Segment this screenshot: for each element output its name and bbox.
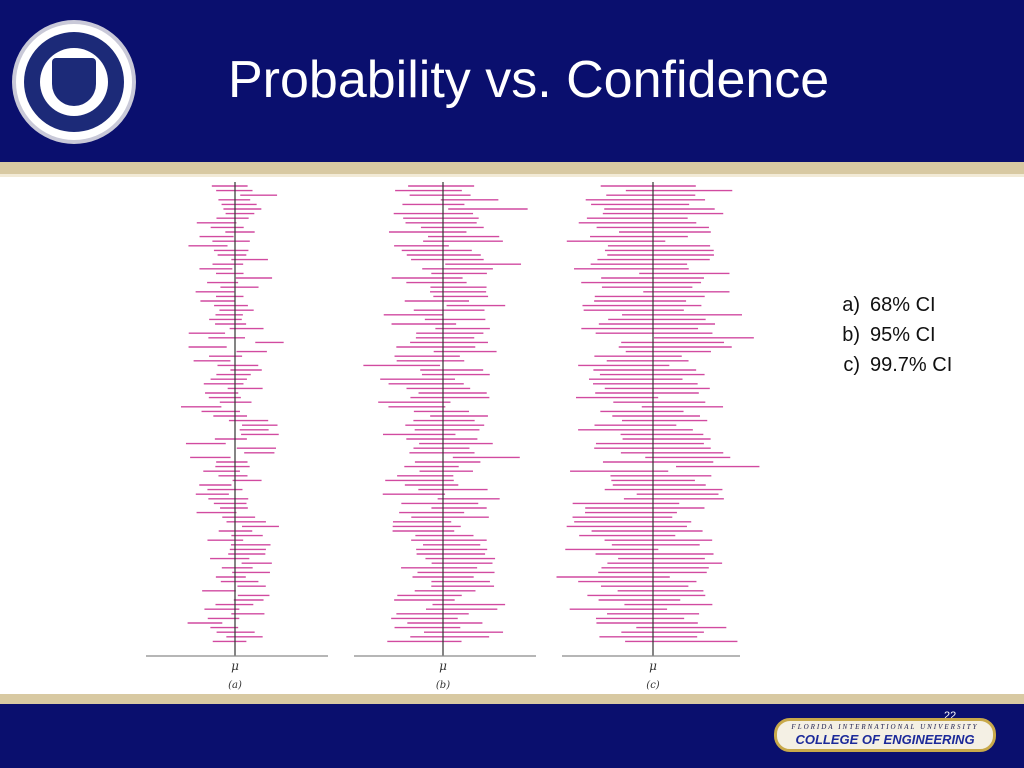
ci-legend: a) 68% CI b) 95% CI c) 99.7% CI — [820, 290, 952, 380]
panel-label: (c) — [646, 680, 660, 691]
legend-letter: c) — [843, 354, 860, 376]
panel-label: (a) — [228, 680, 242, 691]
header-light-rule — [0, 174, 1024, 177]
legend-item-b: b) 95% CI — [820, 320, 952, 350]
panel-label: (b) — [436, 680, 450, 691]
slide-title: Probability vs. Confidence — [228, 51, 830, 109]
mu-label: μ — [439, 659, 447, 673]
confidence-interval-chart: μ (a) μ (b) μ (c) — [140, 178, 760, 698]
title-bar: Probability vs. Confidence — [0, 0, 1024, 162]
legend-item-c: c) 99.7% CI — [820, 350, 952, 380]
seal-shield-icon — [52, 58, 96, 106]
legend-item-a: a) 68% CI — [820, 290, 952, 320]
mu-label: μ — [231, 659, 239, 673]
ci-chart-svg: μ (a) μ (b) μ (c) — [146, 182, 760, 691]
college-badge-logo: FLORIDA INTERNATIONAL UNIVERSITY COLLEGE… — [774, 718, 996, 752]
university-seal-logo — [16, 24, 132, 140]
badge-college-text: COLLEGE OF ENGINEERING — [795, 732, 975, 747]
legend-text: 68% CI — [870, 294, 936, 316]
legend-letter: b) — [842, 324, 860, 346]
legend-letter: a) — [842, 294, 860, 316]
legend-text: 95% CI — [870, 324, 936, 346]
header-gold-rule — [0, 162, 1024, 174]
legend-text: 99.7% CI — [870, 354, 953, 376]
mu-label: μ — [649, 659, 657, 673]
badge-institution-text: FLORIDA INTERNATIONAL UNIVERSITY — [791, 723, 979, 731]
footer-gold-rule — [0, 694, 1024, 704]
